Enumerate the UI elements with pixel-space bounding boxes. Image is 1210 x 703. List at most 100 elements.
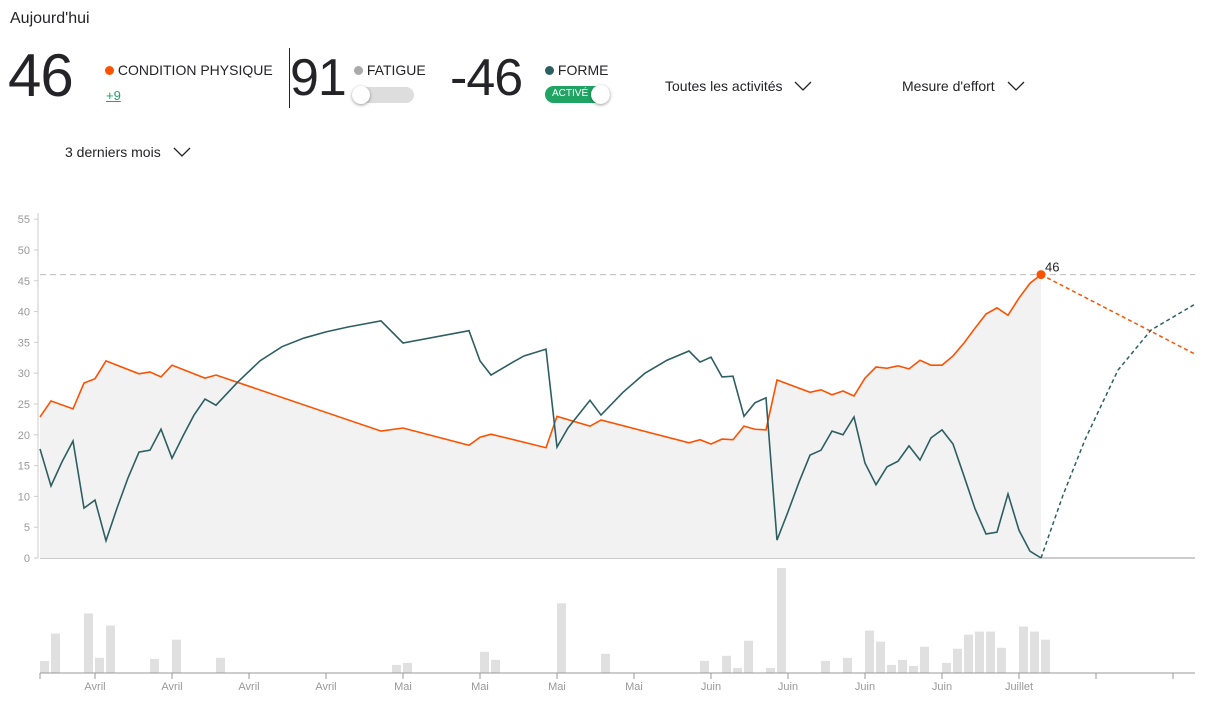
effort-bar xyxy=(95,657,104,673)
fitness-change: +9 xyxy=(106,88,121,103)
effort-bar xyxy=(40,660,49,673)
effort-bar xyxy=(84,613,93,673)
effort-bar xyxy=(700,660,709,673)
y-tick-label: 20 xyxy=(18,430,30,442)
y-tick-label: 40 xyxy=(18,307,30,319)
dropdown[interactable]: 3 derniers mois xyxy=(65,144,191,160)
fatigue-dot xyxy=(354,66,363,75)
x-tick-label: Avril xyxy=(238,681,259,693)
effort-bar xyxy=(777,568,786,673)
form-value: -46 xyxy=(450,49,523,107)
effort-bar xyxy=(865,630,874,673)
fatigue-toggle[interactable] xyxy=(352,86,414,104)
form-label: FORME xyxy=(557,62,609,78)
y-tick-label: 30 xyxy=(18,368,30,380)
x-tick-label: Juin xyxy=(932,681,952,693)
fatigue-label: FATIGUE xyxy=(366,62,426,78)
y-tick-label: 35 xyxy=(18,337,30,349)
chevron xyxy=(1007,81,1025,91)
x-tick-label: Mai xyxy=(625,681,643,693)
effort-bar xyxy=(216,657,225,673)
x-tick-label: Juin xyxy=(855,681,875,693)
effort-bar xyxy=(491,659,500,673)
chevron xyxy=(173,147,191,157)
series-line xyxy=(39,319,1042,559)
effort-bar xyxy=(997,647,1006,673)
effort-bar xyxy=(953,648,962,673)
form-label-row: FORME xyxy=(545,62,608,78)
series-line xyxy=(39,273,1042,449)
effort-bar xyxy=(150,658,159,673)
x-tick-label: Avril xyxy=(161,681,182,693)
fitness-value: 46 xyxy=(8,42,74,109)
effort-bar xyxy=(1019,626,1028,673)
fatigue-value: 91 xyxy=(290,49,347,107)
effort-bar xyxy=(557,603,566,673)
effort-bar xyxy=(986,631,995,673)
dropdown-label: Mesure d'effort xyxy=(902,78,995,94)
effort-bar xyxy=(106,625,115,673)
dropdown[interactable]: Toutes les activités xyxy=(665,78,812,94)
toggle-knob xyxy=(591,85,610,104)
toggle-knob xyxy=(352,86,370,104)
y-tick-label: 25 xyxy=(18,399,30,411)
fatigue-label-row: FATIGUE xyxy=(354,62,426,78)
chevron xyxy=(794,81,812,91)
fitness-label-row: CONDITION PHYSIQUE xyxy=(105,62,273,78)
x-tick-label: Mai xyxy=(471,681,489,693)
effort-bar xyxy=(733,667,742,673)
effort-bar xyxy=(51,633,60,673)
projection-line xyxy=(1040,303,1196,559)
x-tick-label: Juillet xyxy=(1005,681,1033,693)
form-toggle[interactable]: ACTIVÉ xyxy=(545,85,610,104)
y-tick-label: 15 xyxy=(18,461,30,473)
fitness-area xyxy=(40,274,1041,558)
effort-bar xyxy=(601,653,610,673)
fitness-label: CONDITION PHYSIQUE xyxy=(117,62,273,78)
current-point xyxy=(1036,270,1046,280)
effort-bar xyxy=(876,641,885,673)
dropdown[interactable]: Mesure d'effort xyxy=(902,78,1025,94)
effort-bar xyxy=(964,634,973,673)
page-title: Aujourd'hui xyxy=(10,10,90,27)
x-tick-label: Juin xyxy=(778,681,798,693)
effort-bar xyxy=(722,655,731,673)
effort-bar xyxy=(480,651,489,673)
effort-bar xyxy=(975,631,984,673)
x-tick-label: Juin xyxy=(701,681,721,693)
effort-bar xyxy=(898,659,907,673)
effort-bar xyxy=(172,639,181,673)
form-dot xyxy=(545,66,554,75)
y-tick-label: 0 xyxy=(24,553,30,565)
projection-line xyxy=(1040,273,1196,355)
effort-bar xyxy=(920,646,929,673)
effort-bar xyxy=(909,665,918,673)
dropdown-label: Toutes les activités xyxy=(665,78,783,94)
x-tick-label: Mai xyxy=(394,681,412,693)
effort-bar xyxy=(1041,639,1050,673)
toggle-text: ACTIVÉ xyxy=(552,88,589,99)
fitness-dot xyxy=(105,66,114,75)
divider xyxy=(289,48,290,108)
effort-bar xyxy=(942,662,951,673)
effort-bar xyxy=(843,657,852,673)
effort-bar xyxy=(821,660,830,673)
current-label: 46 xyxy=(1045,260,1059,275)
y-tick-label: 45 xyxy=(18,276,30,288)
y-tick-label: 10 xyxy=(18,491,30,503)
effort-bar xyxy=(403,662,412,673)
effort-bar xyxy=(887,664,896,673)
effort-bar xyxy=(1030,631,1039,673)
dropdown-label: 3 derniers mois xyxy=(65,144,161,160)
x-tick-label: Avril xyxy=(84,681,105,693)
x-tick-label: Mai xyxy=(548,681,566,693)
effort-bar xyxy=(392,664,401,673)
y-tick-label: 5 xyxy=(24,522,30,534)
x-tick-label: Avril xyxy=(315,681,336,693)
y-tick-label: 55 xyxy=(18,214,30,226)
y-tick-label: 50 xyxy=(18,245,30,257)
effort-bar xyxy=(766,667,775,673)
effort-bar xyxy=(744,640,753,673)
